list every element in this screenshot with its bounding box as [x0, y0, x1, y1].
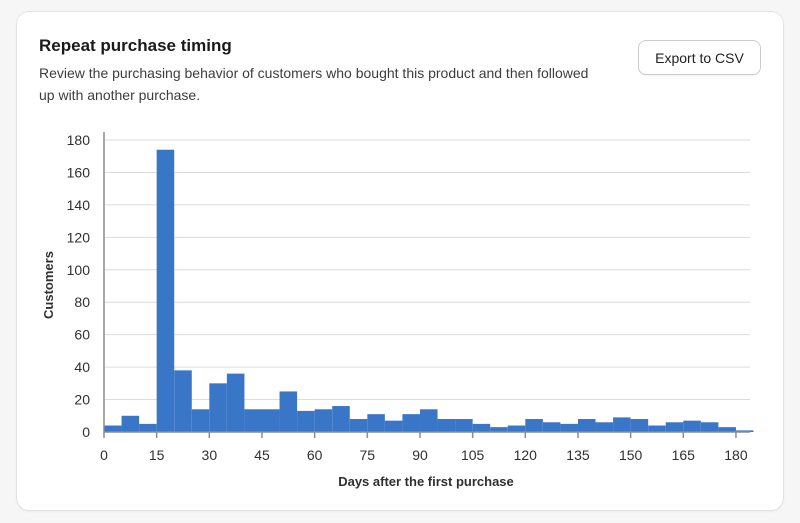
y-tick-label: 180: [67, 132, 91, 148]
histogram-bar: [595, 422, 614, 432]
histogram-bar: [683, 420, 701, 432]
y-tick-label: 20: [74, 392, 90, 408]
histogram-bar: [244, 409, 262, 432]
y-tick-label: 160: [67, 164, 91, 180]
x-axis-title: Days after the first purchase: [338, 474, 514, 489]
chart-tick-labels: 0 20 40 60 80 100 120 140 160 180 0 15 30 45 60 75 90 105…: [67, 132, 748, 463]
histogram-bar: [718, 427, 736, 432]
chart-gridlines: [104, 139, 750, 401]
x-tick-label: 75: [360, 447, 376, 463]
y-tick-label: 80: [74, 294, 90, 310]
histogram-bar: [542, 422, 561, 432]
histogram-bar: [700, 422, 719, 432]
chart-bars: [104, 149, 754, 432]
histogram-bar: [490, 427, 508, 432]
x-tick-label: 165: [672, 447, 696, 463]
histogram-bar: [648, 425, 666, 432]
histogram-bar: [507, 425, 526, 432]
histogram-bar: [297, 410, 315, 432]
x-tick-label: 15: [149, 447, 165, 463]
histogram-bar: [384, 420, 403, 432]
x-tick-label: 105: [461, 447, 485, 463]
histogram-bar: [139, 423, 157, 432]
y-tick-label: 60: [74, 327, 90, 343]
histogram-bar: [332, 406, 350, 432]
histogram-bar: [367, 414, 385, 432]
histogram-bar: [472, 423, 491, 432]
x-tick-label: 30: [202, 447, 218, 463]
histogram-bar: [665, 422, 684, 432]
histogram-bar: [577, 419, 596, 432]
export-csv-button[interactable]: Export to CSV: [638, 40, 761, 75]
x-tick-label: 90: [412, 447, 428, 463]
x-tick-label: 180: [724, 447, 748, 463]
y-tick-label: 140: [67, 197, 91, 213]
y-tick-label: 120: [67, 229, 91, 245]
histogram-bar: [226, 373, 245, 432]
histogram-bar: [402, 414, 420, 432]
histogram-bar: [437, 419, 456, 432]
histogram-bar: [104, 425, 122, 432]
histogram-bar: [121, 415, 140, 432]
card-description: Review the purchasing behavior of custom…: [39, 65, 589, 103]
card-title: Repeat purchase timing: [39, 36, 232, 55]
chart-axes: [103, 132, 750, 438]
y-tick-label: 100: [67, 262, 91, 278]
y-axis-title: Customers: [41, 251, 56, 319]
histogram-bar: [630, 419, 649, 432]
histogram-bar: [613, 417, 631, 432]
x-tick-label: 45: [254, 447, 270, 463]
x-tick-label: 60: [307, 447, 323, 463]
histogram-bar: [455, 419, 473, 432]
histogram-bar: [156, 149, 175, 432]
histogram-bar: [261, 409, 280, 432]
histogram-bar: [174, 370, 192, 432]
histogram-bar: [314, 409, 333, 432]
histogram-bar: [279, 391, 298, 432]
histogram-bar: [560, 423, 578, 432]
histogram-bar: [735, 430, 754, 432]
x-tick-label: 0: [100, 447, 108, 463]
histogram-bar: [349, 419, 368, 432]
histogram-bar: [525, 419, 543, 432]
x-tick-label: 120: [514, 447, 538, 463]
histogram-bar: [209, 383, 227, 432]
histogram-bar: [191, 409, 210, 432]
y-tick-label: 40: [74, 359, 90, 375]
y-tick-label: 0: [82, 424, 90, 440]
histogram-bar: [419, 409, 438, 432]
x-tick-label: 150: [619, 447, 643, 463]
x-tick-label: 135: [566, 447, 590, 463]
